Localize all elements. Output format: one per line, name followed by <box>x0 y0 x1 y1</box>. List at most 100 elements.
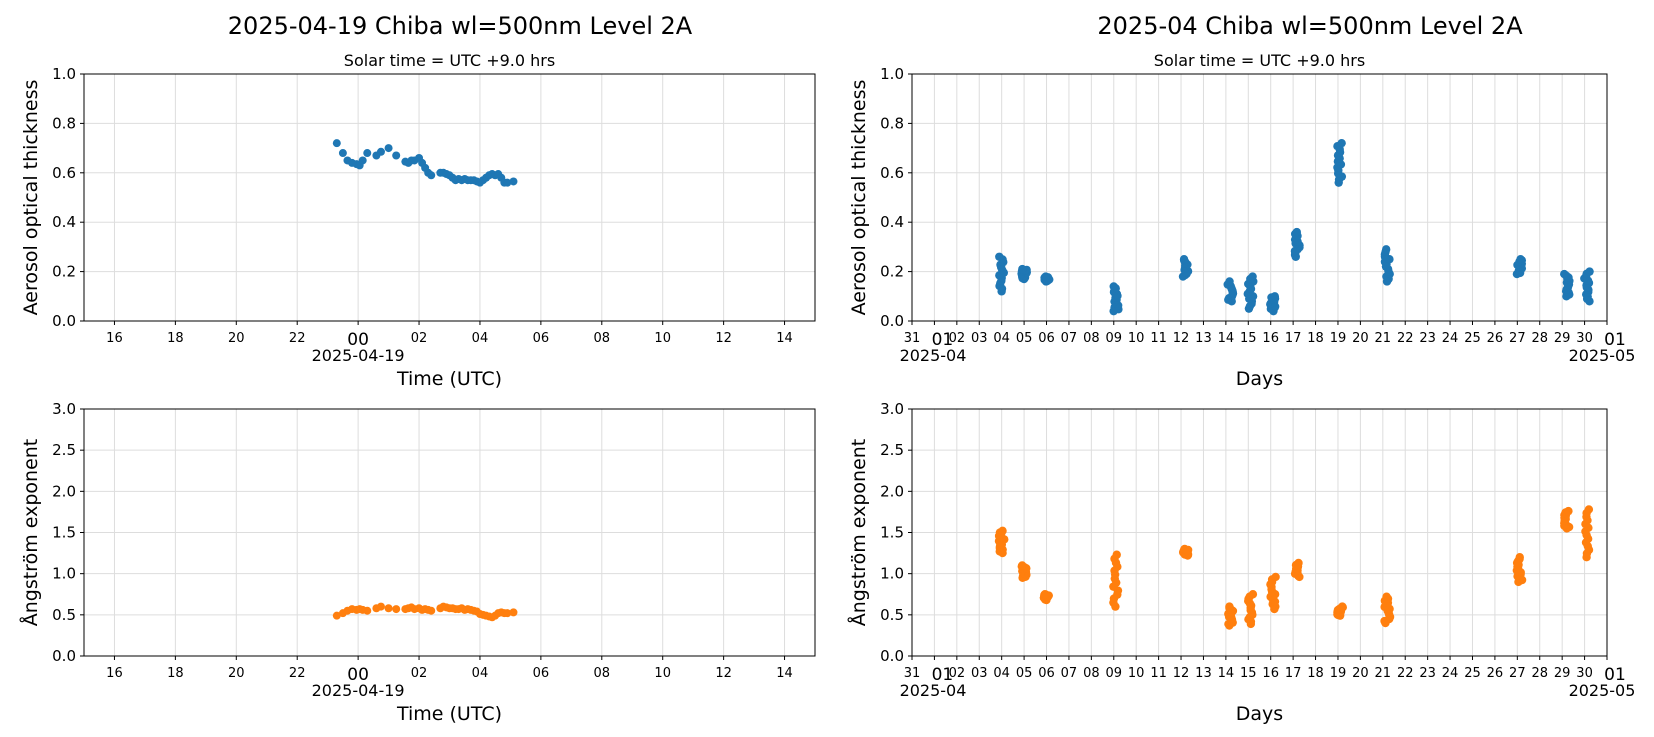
data-point <box>385 144 393 152</box>
x-axis-label: Days <box>1236 703 1283 725</box>
x-tick-label: 18 <box>1307 666 1324 681</box>
y-tick-label: 0.6 <box>880 164 904 182</box>
x-tick-label: 20 <box>228 666 245 681</box>
x-date-label: 2025-04-19 <box>312 346 405 365</box>
x-tick-label: 06 <box>1038 331 1055 346</box>
data-point <box>1113 551 1121 559</box>
y-tick-label: 0.0 <box>52 647 76 665</box>
x-tick-label: 30 <box>1576 666 1593 681</box>
x-tick-label: 12 <box>715 331 732 346</box>
y-axis-label: Aerosol optical thickness <box>20 80 42 316</box>
x-tick-label: 29 <box>1554 331 1571 346</box>
x-tick-label: 15 <box>1240 331 1257 346</box>
data-point <box>1110 282 1118 290</box>
data-point <box>1560 270 1568 278</box>
data-point <box>427 171 435 179</box>
data-point <box>998 527 1006 535</box>
y-tick-label: 0.8 <box>880 114 904 132</box>
x-tick-label: 09 <box>1106 331 1123 346</box>
x-tick-label: 16 <box>1262 666 1279 681</box>
x-tick-label: 12 <box>715 666 732 681</box>
data-point <box>509 608 517 616</box>
panel-subtitle: Solar time = UTC +9.0 hrs <box>344 51 555 70</box>
x-tick-label: 16 <box>106 331 123 346</box>
x-tick-label: 23 <box>1419 331 1436 346</box>
data-point <box>377 603 385 611</box>
y-tick-label: 0.5 <box>880 606 904 624</box>
x-axis-label: Time (UTC) <box>396 368 502 390</box>
x-tick-label: 06 <box>533 331 550 346</box>
y-tick-label: 0.2 <box>880 263 904 281</box>
x-tick-label: 10 <box>654 666 671 681</box>
x-tick-label: 22 <box>289 666 306 681</box>
data-point <box>1338 602 1346 610</box>
data-point <box>1225 602 1233 610</box>
data-point <box>1225 277 1233 285</box>
y-tick-label: 0.2 <box>52 263 76 281</box>
y-axis-label: Ångström exponent <box>19 439 42 627</box>
x-tick-label: 25 <box>1464 666 1481 681</box>
x-tick-label: 25 <box>1464 331 1481 346</box>
y-tick-label: 2.0 <box>52 482 76 500</box>
data-point <box>1180 545 1188 553</box>
x-tick-label: 20 <box>1352 666 1369 681</box>
x-tick-label: 16 <box>1262 331 1279 346</box>
y-axis-label: Aerosol optical thickness <box>848 80 870 316</box>
x-tick-label: 17 <box>1285 666 1302 681</box>
x-tick-label: 17 <box>1285 331 1302 346</box>
x-tick-label: 18 <box>1307 331 1324 346</box>
x-tick-label: 14 <box>1218 666 1235 681</box>
y-tick-label: 3.0 <box>880 400 904 418</box>
plot-frame <box>912 74 1607 321</box>
x-date-label: 2025-05 <box>1569 681 1636 700</box>
x-tick-label: 28 <box>1531 331 1548 346</box>
data-point <box>509 177 517 185</box>
x-tick-label: 08 <box>594 666 611 681</box>
y-tick-label: 1.0 <box>880 565 904 583</box>
data-point <box>1180 255 1188 263</box>
data-point <box>1248 272 1256 280</box>
data-point <box>1249 590 1257 598</box>
x-tick-label: 07 <box>1061 331 1078 346</box>
data-point <box>1018 561 1026 569</box>
data-point <box>1294 559 1302 567</box>
x-tick-label: 08 <box>1083 666 1100 681</box>
x-tick-label: 24 <box>1442 331 1459 346</box>
y-tick-label: 0.6 <box>52 164 76 182</box>
x-tick-label: 05 <box>1016 666 1033 681</box>
y-tick-label: 3.0 <box>52 400 76 418</box>
y-axis-label: Ångström exponent <box>847 439 870 627</box>
x-tick-label: 11 <box>1150 666 1167 681</box>
y-tick-label: 0.8 <box>52 114 76 132</box>
x-tick-label: 03 <box>971 666 988 681</box>
x-tick-label: 19 <box>1330 666 1347 681</box>
x-tick-label: 02 <box>949 666 966 681</box>
y-tick-label: 1.0 <box>880 65 904 83</box>
x-tick-label: 07 <box>1061 666 1078 681</box>
y-tick-label: 1.0 <box>52 565 76 583</box>
data-point <box>427 607 435 615</box>
data-point <box>385 604 393 612</box>
x-tick-label: 06 <box>1038 666 1055 681</box>
x-tick-label: 22 <box>289 331 306 346</box>
x-date-label: 2025-04 <box>900 346 967 365</box>
data-point <box>392 605 400 613</box>
x-tick-label: 13 <box>1195 331 1212 346</box>
x-tick-label: 27 <box>1509 666 1526 681</box>
y-tick-label: 0.5 <box>52 606 76 624</box>
data-points <box>333 603 518 622</box>
x-tick-label: 12 <box>1173 331 1190 346</box>
x-tick-label: 14 <box>1218 331 1235 346</box>
x-tick-label: 23 <box>1419 666 1436 681</box>
data-point <box>1041 590 1049 598</box>
x-tick-label: 26 <box>1487 331 1504 346</box>
data-points <box>333 139 518 187</box>
x-tick-label: 19 <box>1330 331 1347 346</box>
data-points <box>995 505 1593 629</box>
x-tick-label: 04 <box>993 331 1010 346</box>
data-point <box>1271 292 1279 300</box>
data-point <box>1585 267 1593 275</box>
data-point <box>339 149 347 157</box>
